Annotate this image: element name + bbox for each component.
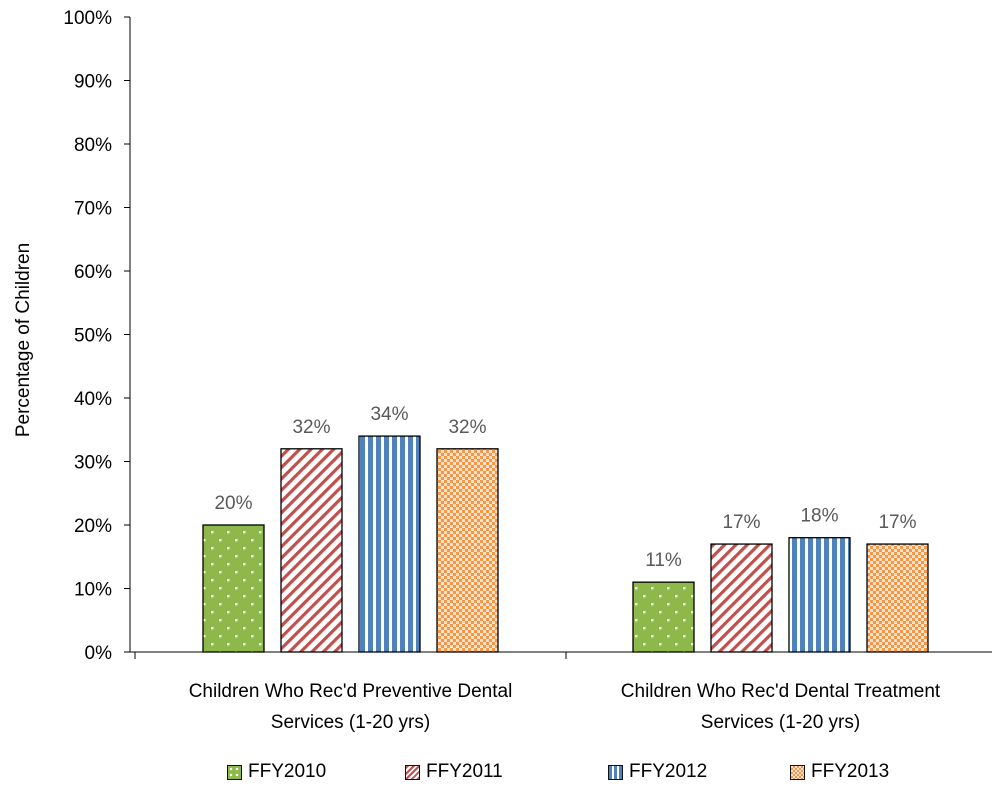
bar-ffy2013-1 [436,448,499,653]
legend-label: FFY2012 [629,761,708,782]
y-tick-label: 40% [74,389,112,410]
y-tick-label: 80% [74,135,112,156]
data-label: 17% [878,512,916,533]
bar-ffy2011-1 [280,448,343,653]
data-label: 18% [800,506,838,527]
x-category-label: Children Who Rec'd Preventive Dental [189,681,513,702]
y-tick-label: 30% [74,453,112,474]
data-labels: 20% 11% 32% 17% 34% 18% 32% 17% [214,404,916,571]
data-label: 11% [645,550,682,571]
data-label: 17% [722,512,760,533]
y-axis: 0% 10% 20% 30% 40% 50% 60% 70% 80% 90% 100% [63,8,131,664]
data-label: 34% [370,404,408,425]
y-tick-label: 10% [74,580,112,601]
x-category-label: Children Who Rec'd Dental Treatment [621,681,941,702]
y-tick-label: 50% [74,326,112,347]
bar-ffy2012-2 [788,537,851,653]
bar-ffy2012-1 [358,435,421,653]
data-label: 32% [448,417,486,438]
data-label: 32% [292,417,330,438]
bar-ffy2010-1 [202,524,265,653]
legend-swatch-ffy2011 [405,764,420,780]
y-tick-label: 90% [74,72,112,93]
legend-label: FFY2013 [811,761,890,782]
data-label: 20% [214,493,252,514]
legend-item-ffy2011: FFY2011 [405,761,503,783]
x-category-label: Services (1-20 yrs) [701,712,860,733]
y-axis-title: Percentage of Children [13,242,34,438]
legend-label: FFY2010 [248,761,327,782]
legend-item-ffy2012: FFY2012 [608,761,707,783]
legend-item-ffy2013: FFY2013 [790,761,889,783]
legend-label: FFY2011 [426,761,503,782]
bar-ffy2010-2 [632,581,695,653]
legend-swatch-ffy2010 [227,764,242,780]
legend: FFY2010 FFY2011 FFY2012 FFY2013 [0,761,992,789]
x-axis: Children Who Rec'd Preventive Dental Serv… [130,651,992,733]
y-tick-label: 70% [74,199,112,220]
bars [202,435,929,653]
legend-swatch-ffy2012 [608,764,623,780]
legend-swatch-ffy2013 [790,764,805,780]
y-tick-label: 20% [74,516,112,537]
y-tick-label: 60% [74,262,112,283]
bar-ffy2013-2 [866,543,929,653]
x-category-label: Services (1-20 yrs) [271,712,430,733]
y-tick-label: 100% [63,8,112,29]
legend-item-ffy2010: FFY2010 [227,761,326,783]
y-tick-label: 0% [85,643,113,664]
bar-ffy2011-2 [710,543,773,653]
